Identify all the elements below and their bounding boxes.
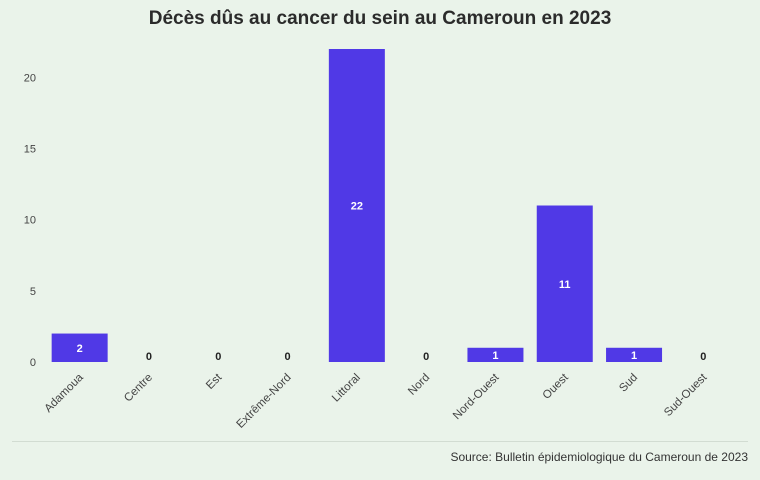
data-label: 0 <box>700 351 706 363</box>
data-label: 11 <box>559 279 571 291</box>
data-label: 0 <box>423 351 429 363</box>
x-tick-label: Sud <box>617 372 640 395</box>
data-label: 0 <box>215 351 221 363</box>
y-tick-label: 20 <box>24 72 36 84</box>
y-tick-label: 10 <box>24 215 36 227</box>
data-label: 1 <box>492 350 498 362</box>
bar-ouest <box>536 205 593 362</box>
x-tick-label: Adamoua <box>42 371 86 415</box>
x-tick-label: Extrême-Nord <box>235 372 294 431</box>
y-tick-label: 0 <box>30 357 36 369</box>
data-label: 1 <box>631 350 637 362</box>
bar-littoral <box>328 49 385 362</box>
x-tick-label: Ouest <box>541 371 572 402</box>
y-axis-ticks: 0 5 10 15 20 <box>24 72 36 369</box>
data-label: 0 <box>284 351 290 363</box>
data-label: 0 <box>146 351 152 363</box>
x-tick-label: Nord <box>406 372 432 398</box>
x-tick-label: Est <box>204 371 225 392</box>
data-label: 2 <box>77 343 83 355</box>
x-axis-ticks: Adamoua Centre Est Extrême-Nord Littoral Nord… <box>42 371 710 431</box>
x-tick-label: Centre <box>122 372 155 405</box>
bar-sud <box>606 347 663 362</box>
footer-divider <box>12 441 748 442</box>
y-tick-label: 15 <box>24 144 36 156</box>
x-tick-label: Littoral <box>330 372 363 405</box>
data-label: 22 <box>351 201 363 213</box>
x-tick-label: Sud-Ouest <box>662 371 710 419</box>
bar-adamoua <box>51 333 108 362</box>
chart-title: Décès dûs au cancer du sein au Cameroun … <box>148 8 612 29</box>
x-tick-label: Nord-Ouest <box>451 371 502 422</box>
bar-nord-ouest <box>467 347 524 362</box>
y-tick-label: 5 <box>30 286 36 298</box>
source-note: Source: Bulletin épidemiologique du Came… <box>450 450 748 464</box>
